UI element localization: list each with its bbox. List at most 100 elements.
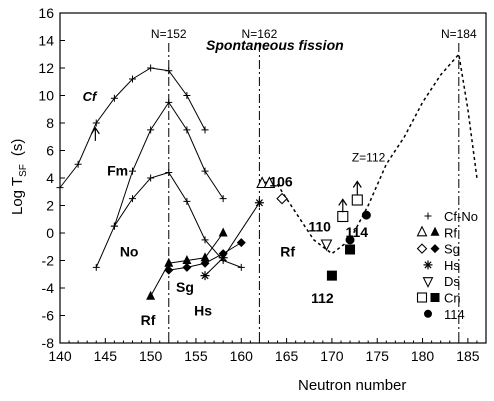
- legend-entry: Cn: [416, 291, 461, 306]
- points-layer: [90, 126, 371, 281]
- x-tick-label: 155: [184, 348, 208, 364]
- data-point: [165, 169, 173, 176]
- series-line: [113, 171, 242, 268]
- y-tick-label: -6: [42, 308, 55, 324]
- x-tick-label: 175: [366, 348, 390, 364]
- y-tick-label: 4: [46, 170, 54, 186]
- point-cn: [351, 194, 363, 206]
- y-axis-title-main: Log T: [9, 177, 26, 215]
- legend-entry: Sg: [416, 242, 460, 257]
- upper-limit-arrow: [338, 198, 348, 213]
- data-point: [147, 64, 155, 72]
- y-axis-title-sub: SF: [18, 164, 29, 177]
- legend-label: Cn: [444, 291, 461, 306]
- annotation-label: Z=112: [352, 151, 386, 165]
- annotation-label: Sg: [176, 279, 194, 295]
- x-tick-label: 150: [139, 348, 163, 364]
- legend-entry: Ds: [422, 274, 460, 289]
- data-point: [92, 263, 100, 271]
- data-point: [129, 195, 137, 203]
- x-tick-label: 180: [411, 348, 435, 364]
- data-point: [237, 263, 245, 271]
- legend-marker: [430, 293, 440, 302]
- series-line: [95, 101, 224, 268]
- x-tick-label: 160: [230, 348, 254, 364]
- x-tick-label: 165: [275, 348, 299, 364]
- data-point: [200, 252, 210, 262]
- data-point: [201, 236, 209, 244]
- y-tick-label: 2: [46, 198, 54, 214]
- series-no: [110, 169, 245, 271]
- data-point: [236, 238, 246, 248]
- point-114: [361, 210, 371, 220]
- y-axis-title-unit: (s): [9, 139, 26, 157]
- data-point: [129, 75, 137, 83]
- legend-entry: Cf-No: [424, 209, 478, 224]
- legend-marker: [422, 277, 434, 288]
- series-line: [204, 202, 260, 276]
- point-cn: [326, 270, 337, 281]
- legend-marker: [430, 244, 440, 254]
- y-tick-label: 16: [38, 5, 54, 21]
- y-tick-label: 10: [38, 88, 54, 104]
- reference-lines: N=152 N=162 N=184: [151, 27, 477, 343]
- data-point: [183, 197, 191, 205]
- legend-marker: [424, 212, 432, 220]
- legend-entry: Hs: [423, 258, 460, 273]
- data-point: [165, 98, 173, 106]
- data-point: [200, 258, 210, 268]
- legend-marker: [430, 226, 440, 236]
- series-hs: [200, 198, 264, 281]
- data-point: [182, 255, 192, 264]
- series-layer: [56, 52, 478, 300]
- data-point: [182, 262, 192, 272]
- legend-entry: 114: [424, 307, 465, 322]
- legend-marker: [424, 309, 432, 318]
- series-fm: [92, 98, 227, 271]
- annotation-label: Fm: [107, 162, 128, 178]
- annotation-label: 114: [346, 224, 369, 240]
- annotation-label: Hs: [194, 303, 212, 319]
- point-rf: [256, 176, 269, 189]
- legend-label: Sg: [444, 242, 460, 257]
- legend-marker: [416, 292, 428, 303]
- data-point: [129, 167, 137, 175]
- data-point: [146, 290, 156, 300]
- point-ds: [320, 239, 333, 252]
- annotation-label: 106: [269, 173, 293, 189]
- data-point: [219, 195, 227, 203]
- series-rf: [146, 227, 228, 300]
- legend-label: 114: [444, 307, 465, 322]
- legend-marker: [423, 260, 433, 270]
- x-tick-label: 170: [320, 348, 344, 364]
- upper-limit-arrow: [352, 180, 362, 195]
- legend-label: Rf: [444, 225, 457, 240]
- annotation-label: Rf: [141, 312, 156, 328]
- reference-line-label: N=184: [441, 27, 477, 41]
- legend-entry: Rf: [416, 225, 457, 240]
- y-axis-title: Log TSF (s): [9, 139, 29, 215]
- annotation-label: 110: [308, 219, 331, 235]
- data-point: [201, 167, 209, 175]
- axes: 140 145 150 155 160 165 170 175 180 185 -8 -6 -4 -2 0 2…: [38, 5, 487, 364]
- y-tick-label: 6: [46, 143, 54, 159]
- point-cn: [337, 210, 349, 223]
- y-tick-label: 0: [46, 225, 54, 241]
- annotation-label: No: [120, 243, 139, 259]
- y-tick-label: -4: [42, 280, 55, 296]
- data-point: [254, 198, 264, 208]
- data-point: [165, 67, 173, 75]
- y-tick-label: -2: [42, 253, 55, 269]
- legend-label: Hs: [444, 258, 460, 273]
- series-sg: [164, 238, 246, 275]
- data-point: [218, 253, 228, 263]
- data-point: [56, 184, 64, 192]
- data-point: [110, 94, 118, 102]
- data-point: [92, 119, 100, 127]
- series-cf: [56, 64, 209, 192]
- data-point: [147, 174, 155, 182]
